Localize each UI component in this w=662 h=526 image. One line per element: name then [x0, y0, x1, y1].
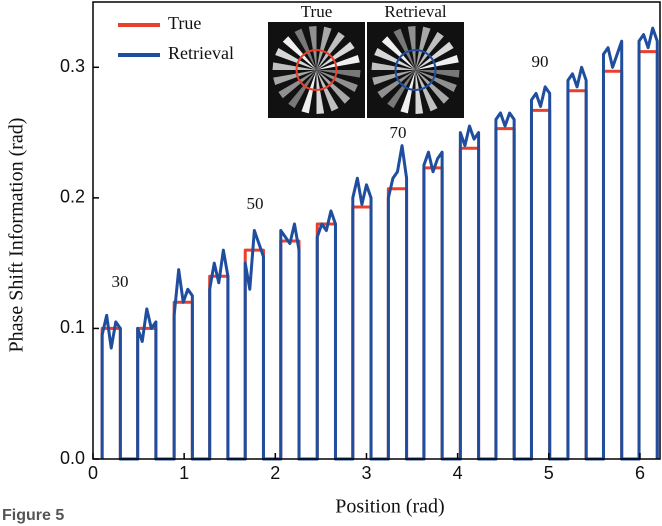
inset-wedge	[273, 70, 317, 86]
inset-wedge	[278, 70, 317, 99]
annotation: 50	[247, 194, 264, 213]
inset-wedge	[308, 26, 317, 70]
x-tick-label: 3	[361, 463, 371, 483]
inset-wedge	[316, 70, 351, 104]
y-tick-label: 0.0	[60, 448, 85, 468]
inset-wedge	[316, 70, 339, 112]
inset-wedge	[415, 41, 454, 70]
inset-wedge	[381, 36, 416, 70]
x-axis-label: Position (rad)	[335, 496, 444, 518]
inset-image	[268, 22, 365, 118]
x-tick-label: 2	[270, 463, 280, 483]
inset-wedge	[272, 62, 317, 70]
inset-wedge	[415, 70, 450, 104]
plot-frame	[92, 1, 661, 460]
inset-wedge	[400, 70, 416, 114]
inset-wedge	[407, 26, 416, 70]
inset-wedge	[372, 70, 416, 86]
x-tick-label: 5	[544, 463, 554, 483]
inset-wedge	[301, 70, 317, 114]
inset-wedge	[415, 70, 424, 114]
inset-wedge	[288, 70, 317, 109]
inset-wedge	[374, 48, 416, 70]
inset-image	[367, 22, 464, 118]
inset-wedge	[316, 41, 355, 70]
inset-wedge	[316, 31, 345, 70]
inset-wedge	[316, 54, 360, 70]
inset-wedge	[415, 70, 460, 78]
inset-wedge	[316, 70, 361, 78]
annotation: 30	[112, 272, 129, 291]
legend-label: True	[168, 13, 201, 33]
inset-wedge	[282, 36, 317, 70]
inset-wedge	[415, 26, 431, 71]
annotation: 90	[532, 52, 549, 71]
annotation: 70	[390, 123, 407, 142]
inset-wedge	[294, 28, 317, 70]
y-tick-label: 0.2	[60, 187, 85, 207]
inset-wedge	[316, 70, 358, 92]
inset-label: True	[301, 2, 333, 21]
inset-wedge	[275, 48, 317, 70]
y-axis-label: Phase Shift Information (rad)	[6, 118, 28, 353]
inset-ring	[295, 49, 338, 91]
inset-wedge	[316, 70, 325, 114]
inset-wedge	[415, 70, 438, 112]
inset-wedge	[393, 28, 416, 70]
inset-wedge	[371, 62, 416, 70]
inset-wedge	[387, 70, 416, 109]
figure-label: Figure 5	[2, 507, 64, 524]
inset-wedge	[415, 54, 459, 70]
inset-wedge	[415, 70, 457, 92]
inset-wedge	[415, 31, 444, 70]
x-tick-label: 6	[635, 463, 645, 483]
inset-wedge	[316, 26, 332, 71]
x-tick-label: 4	[453, 463, 463, 483]
x-tick-label: 0	[88, 463, 98, 483]
y-tick-label: 0.3	[60, 56, 85, 76]
inset-label: Retrieval	[384, 2, 447, 21]
x-tick-label: 1	[179, 463, 189, 483]
legend-label: Retrieval	[168, 43, 234, 63]
y-tick-label: 0.1	[60, 317, 85, 337]
inset-ring	[394, 49, 437, 91]
inset-wedge	[377, 70, 416, 99]
